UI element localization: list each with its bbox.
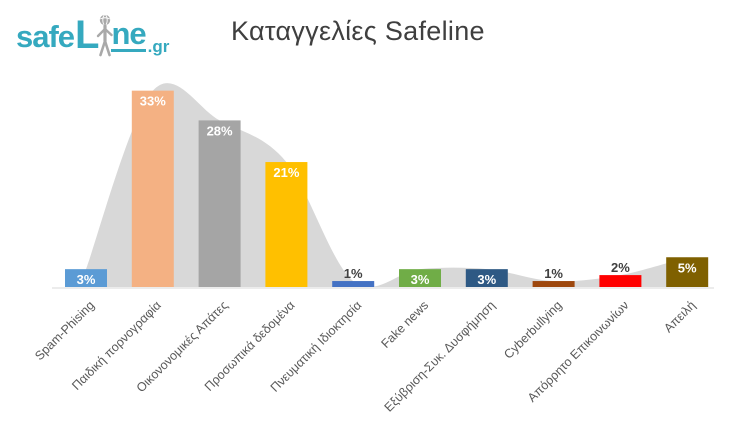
bar-value-label-3: 28% — [207, 123, 233, 138]
safeline-logo: safe L ne .gr — [16, 8, 170, 58]
logo-text-l: L — [75, 13, 100, 58]
bar-value-label-7: 3% — [477, 272, 496, 287]
page-title: Καταγγελίες Safeline — [231, 16, 485, 46]
category-label-8: Cyberbullying — [501, 298, 564, 361]
bar-2 — [131, 90, 174, 288]
logo-text-safe: safe — [16, 19, 75, 54]
bar-value-label-9: 2% — [611, 260, 630, 275]
logo-text-ne: ne — [111, 16, 147, 52]
bar-3 — [198, 120, 241, 288]
bar-6 — [399, 269, 441, 287]
area-series — [86, 83, 688, 288]
bar-4 — [265, 162, 308, 287]
bar-value-label-6: 3% — [411, 272, 430, 287]
bar-value-label-1: 3% — [77, 272, 96, 287]
bar-5 — [332, 281, 375, 287]
category-label-1: Spam-Phising — [32, 298, 97, 363]
bar-value-label-8: 1% — [544, 266, 563, 281]
bar-value-label-10: 5% — [678, 260, 697, 275]
bar-10 — [666, 257, 709, 287]
category-label-6: Fake news — [378, 298, 431, 351]
bar-value-label-4: 21% — [273, 165, 299, 180]
category-label-7: Εξύβριση-Συκ. Δυσφήμηση — [382, 298, 498, 414]
bar-1 — [65, 269, 107, 287]
person-globe-icon — [97, 14, 114, 57]
bar-8 — [532, 281, 575, 287]
bar-7 — [465, 269, 508, 287]
category-label-10: Απειλή — [661, 298, 698, 335]
bar-9 — [599, 275, 642, 287]
bar-value-label-5: 1% — [344, 266, 363, 281]
logo-text-gr: .gr — [147, 37, 170, 56]
bar-value-label-2: 33% — [140, 94, 166, 109]
